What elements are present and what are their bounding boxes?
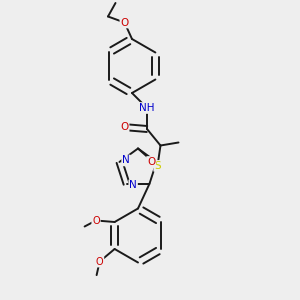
Text: O: O [120,122,129,133]
Text: O: O [120,17,129,28]
Text: NH: NH [139,103,155,113]
Text: N: N [129,180,137,190]
Text: O: O [147,157,155,167]
Text: O: O [96,256,104,267]
Text: O: O [92,215,100,226]
Text: N: N [122,155,130,166]
Text: S: S [154,161,161,171]
